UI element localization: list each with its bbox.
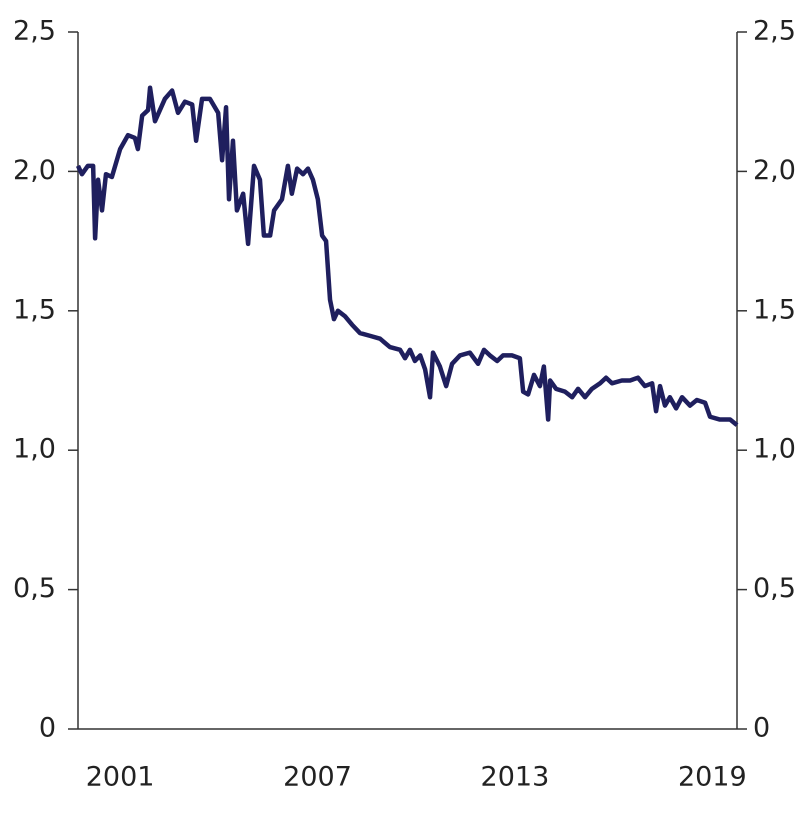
y-tick-label: 2,5 — [13, 16, 56, 47]
y2-tick-label: 0,5 — [753, 573, 796, 604]
x-tick-label: 2013 — [481, 762, 550, 793]
x-tick-label: 2019 — [678, 762, 747, 793]
y2-tick-label: 0 — [753, 713, 770, 744]
series-line — [75, 85, 739, 427]
y-tick-label: 0 — [39, 713, 56, 744]
y2-tick-label: 1,5 — [753, 294, 796, 325]
y-tick-label: 1,0 — [13, 434, 56, 465]
y-tick-label: 0,5 — [13, 573, 56, 604]
y-tick-label: 1,5 — [13, 294, 56, 325]
y-tick-label: 2,0 — [13, 155, 56, 186]
x-tick-label: 2007 — [283, 762, 352, 793]
y2-tick-label: 2,5 — [753, 16, 796, 47]
y2-tick-label: 1,0 — [753, 434, 796, 465]
y2-tick-label: 2,0 — [753, 155, 796, 186]
x-tick-label: 2001 — [86, 762, 155, 793]
